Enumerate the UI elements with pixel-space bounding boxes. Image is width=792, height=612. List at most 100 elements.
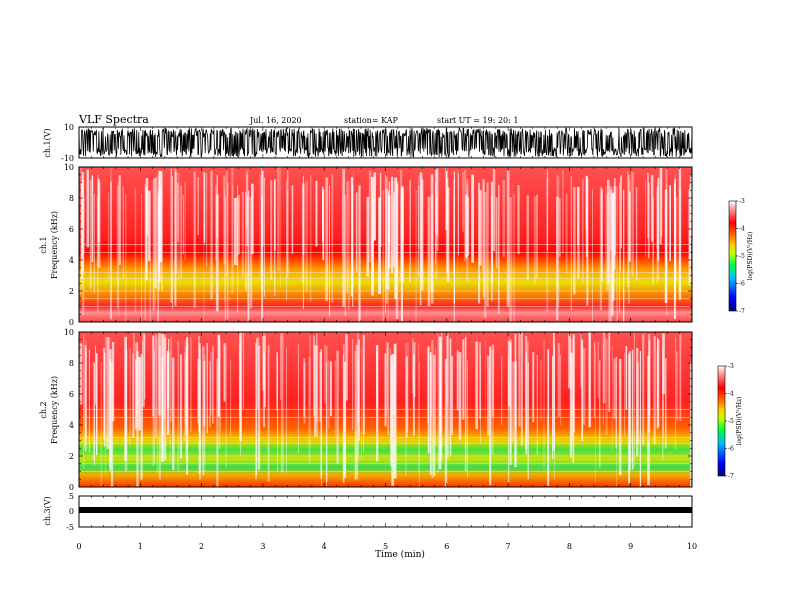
ch1-spectrogram-streak [482,179,485,298]
ch2-spectrogram-streak [198,343,201,474]
ch1-spectrogram-streak [421,179,424,291]
ch1-spectrogram-streak [237,194,240,255]
ch2-spectrogram-streak [169,350,171,463]
ch1-spectrogram-streak [431,194,434,304]
ch2-spectrogram-streak [478,342,481,419]
ch1-spectrogram-streak [467,197,470,256]
ch1-spectrogram-streak [291,185,294,254]
ch2-spectrogram-streak [560,354,562,425]
ch2-spectrogram-streak [277,355,278,472]
ch1-spectrogram-streak [246,174,248,246]
ch2-spectrogram-streak [553,346,555,480]
ch1-spectrogram-streak [148,190,151,262]
ch1-spectrogram-streak [466,179,469,283]
ch1-colorbar-tick-label: -6 [739,281,745,288]
ch2-spectrogram-streak [633,332,635,468]
ch1-spectrogram-streak [263,177,265,297]
ch1-spectrogram-streak [379,172,382,247]
ch1-spectrogram-streak [371,190,373,274]
ch1-spectrogram-streak [577,186,579,246]
ch2-spectrogram-streak [525,335,528,455]
x-axis-label: Time (min) [375,549,425,560]
ch2-spectrogram-streak [446,333,449,458]
ch1-spectrogram-streak [368,170,372,263]
ch1-spectrogram-streak [247,195,249,325]
ch2-spectrogram-ytick-label: 2 [69,452,74,461]
ch2-spectrogram-streak [110,361,114,487]
ch1-spectrogram-streak [533,196,537,284]
ch2-spectrogram-streak [570,352,573,458]
ch1-spectrogram-streak [261,168,264,291]
ch2-spectrogram-streak [639,350,641,490]
ch1-spectrogram-streak [417,185,420,277]
ch2-spectrogram-streak [156,338,158,474]
ch2-spectrogram-streak [552,333,555,451]
ch2-spectrogram-streak [155,334,157,438]
ch2-spectrogram-streak [206,343,208,434]
ch2-spectrogram-streak [462,339,465,420]
ch1-spectrogram-streak [453,196,455,327]
ch1-spectrogram-streak [277,167,280,271]
ch1-spectrogram-streak [393,192,395,268]
ch2-spectrogram-streak [485,340,486,428]
ch2-spectrogram-streak [330,361,332,417]
figure-title: VLF Spectra [78,113,149,126]
ch2-spectrogram-streak [324,344,326,404]
ch2-spectrogram-streak [316,333,318,422]
ch2-spectrogram-streak [280,333,284,473]
ch2-spectrogram-streak [88,349,90,453]
ch1-spectrogram-streak [401,186,404,243]
ch1-spectrogram-streak [210,171,213,300]
ch1-spectrogram-streak [675,196,678,282]
ch1-spectrogram-streak [526,195,529,281]
ch1-spec-ylabel-channel: ch.1 [39,236,48,253]
ch2-spectrogram-streak [85,348,87,440]
ch1-spectrogram-streak [394,177,398,300]
ch2-spectrogram-streak [179,354,183,459]
ch1-ytick-bottom: -10 [61,154,74,163]
ch2-spectrogram-streak [158,333,161,416]
ch2-spectrogram-streak [209,361,211,428]
ch1-spectrogram-streak [666,184,668,315]
ch2-spectrogram-streak [435,348,437,446]
ch1-spectrogram-streak [382,190,384,324]
ch1-spectrogram-streak [607,179,610,284]
ch2-spectrogram-streak [449,338,452,456]
ch2-spec-ylabel-channel: ch.2 [39,401,48,418]
ch2-spectrogram-streak [656,348,658,430]
ch1-spectrogram-streak [170,168,172,303]
ch2-spectrogram-streak [303,358,305,418]
ch1-spectrogram-streak [232,186,234,268]
ch1-spectrogram-streak [585,175,588,257]
ch2-spectrogram-streak [464,336,467,471]
ch2-spectrogram-streak [613,358,616,419]
ch2-spectrogram-streak [611,346,613,453]
ch1-spectrogram-streak [89,179,92,289]
ch2-spectrogram-streak [532,352,535,423]
ch2-spectrogram-streak [230,359,232,436]
x-tick-label: 1 [138,542,143,551]
ch1-spectrogram-streak [172,176,173,309]
ch2-spectrogram-streak [177,341,180,472]
ch2-spectrogram-streak [267,345,270,482]
ch2-spectrogram-streak [263,335,266,408]
ch1-spectrogram-streak [286,179,288,301]
ch2-spectrogram-streak [418,362,420,492]
ch2-spectrogram-streak [384,353,387,427]
ch1-spectrogram-streak [513,193,515,324]
ch1-spectrogram-streak [435,169,437,234]
ch1-spectrogram-streak [462,172,464,232]
ch2-spectrogram-streak [664,358,667,449]
ch2-spectrogram-streak [100,361,103,493]
ch2-spectrogram-streak [594,348,596,484]
ch1-spectrogram-streak [177,183,180,242]
ch1-spectrogram-streak [245,191,247,291]
ch2-spectrogram-streak [163,337,167,461]
ch1-spectrogram-streak [83,197,85,253]
ch2-spectrogram-streak [387,349,389,409]
ch1-spectrogram-streak [620,177,621,271]
ch1-spectrogram-streak [160,187,161,263]
ch2-spectrogram-streak [152,335,155,417]
ch2-spectrogram-streak [527,362,529,480]
